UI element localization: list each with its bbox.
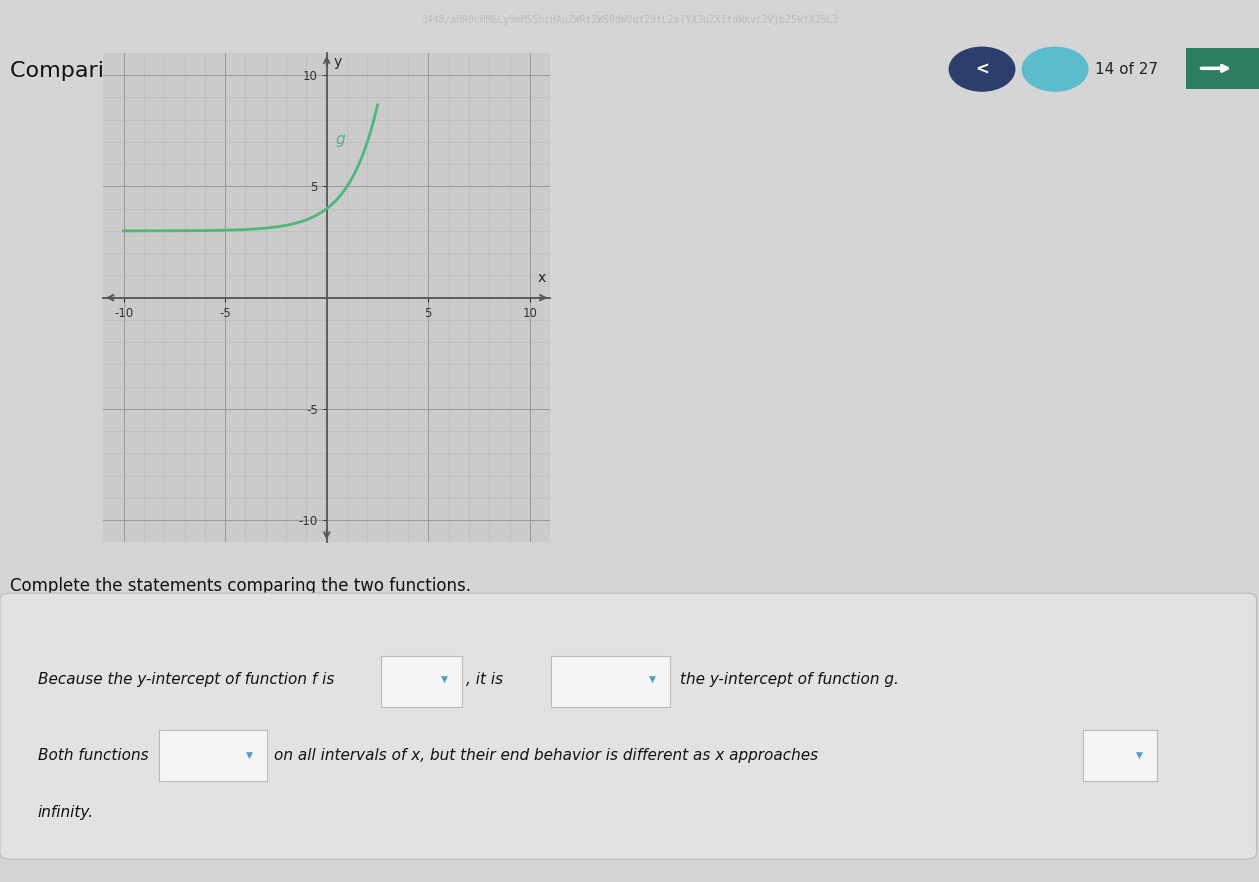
Text: Complete the statements comparing the two functions.: Complete the statements comparing the tw…: [10, 577, 471, 595]
Circle shape: [1022, 48, 1088, 91]
FancyBboxPatch shape: [0, 593, 1256, 859]
Text: 3448/aHR0cHM6Ly9mMS5hcHAuZWRtZW50dW0uY29tL2xlYXJuZXItdWkvc2Vjb25kYXJ5L3: 3448/aHR0cHM6Ly9mMS5hcHAuZWRtZW50dW0uY29…: [421, 15, 838, 25]
Text: Both functions: Both functions: [38, 748, 149, 763]
FancyBboxPatch shape: [159, 730, 267, 781]
FancyBboxPatch shape: [381, 656, 462, 706]
Text: ▼: ▼: [441, 676, 448, 684]
Text: y: y: [334, 55, 342, 69]
Text: <: <: [974, 60, 990, 78]
FancyBboxPatch shape: [551, 656, 670, 706]
FancyBboxPatch shape: [1083, 730, 1157, 781]
Text: the y-intercept of function g.: the y-intercept of function g.: [680, 672, 899, 687]
Text: Because the y-intercept of function f is: Because the y-intercept of function f is: [38, 672, 334, 687]
Text: ▼: ▼: [1136, 751, 1143, 760]
Text: ▼: ▼: [648, 676, 656, 684]
Text: x: x: [538, 272, 546, 286]
Text: 14 of 27: 14 of 27: [1095, 62, 1158, 77]
Text: , it is: , it is: [466, 672, 502, 687]
Circle shape: [949, 48, 1015, 91]
Text: g: g: [336, 132, 345, 147]
Text: Comparing Exponential Functions: Tutorial: Comparing Exponential Functions: Tutoria…: [10, 61, 481, 81]
Text: on all intervals of x, but their end behavior is different as x approaches: on all intervals of x, but their end beh…: [274, 748, 818, 763]
Text: infinity.: infinity.: [38, 805, 94, 820]
Text: ▼: ▼: [246, 751, 253, 760]
FancyBboxPatch shape: [1186, 49, 1259, 88]
